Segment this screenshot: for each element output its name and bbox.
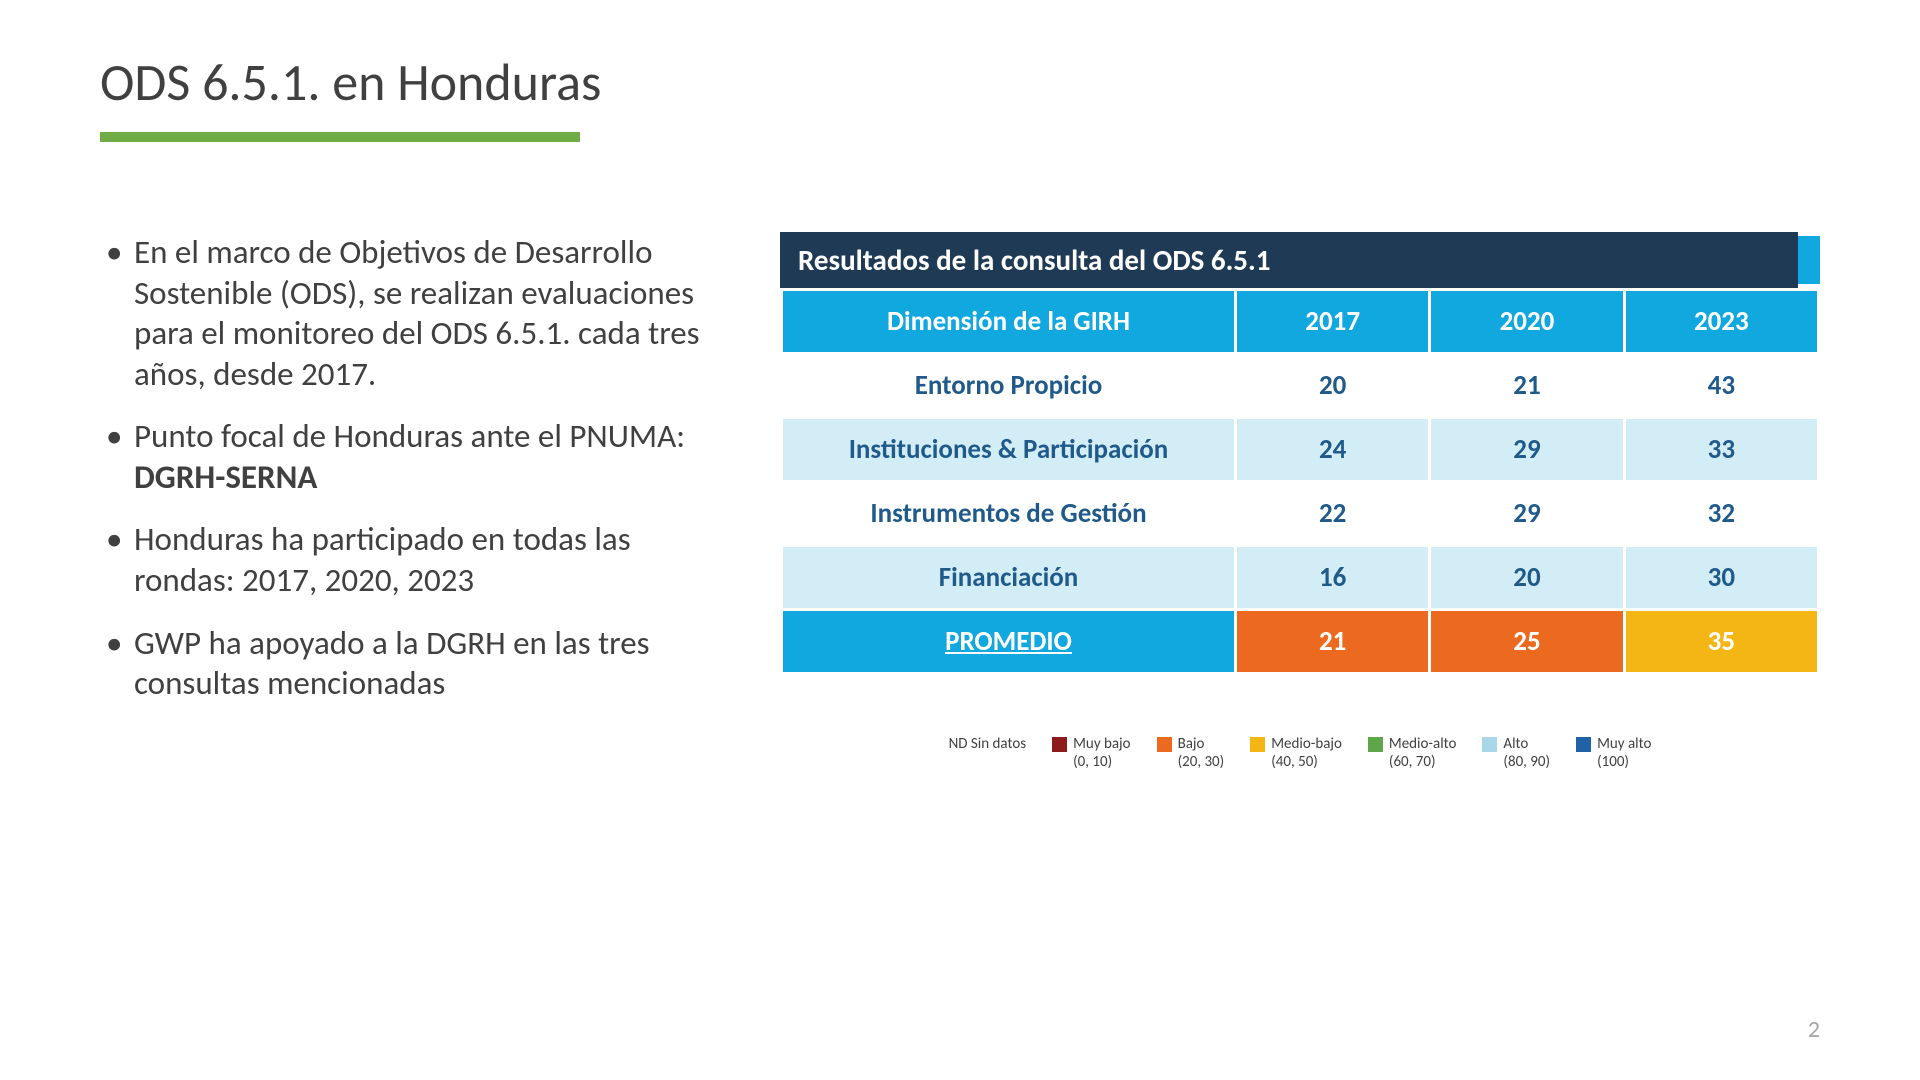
legend: ND Sin datos Muy bajo(0, 10) Bajo(20, 30) M… bbox=[780, 735, 1820, 771]
table-title-row: Resultados de la consulta del ODS 6.5.1 bbox=[780, 232, 1820, 288]
table-row: Instrumentos de Gestión222932 bbox=[783, 483, 1817, 544]
cell-value: 30 bbox=[1626, 547, 1817, 608]
legend-item: Bajo(20, 30) bbox=[1157, 735, 1225, 771]
table-row: Instituciones & Participación242933 bbox=[783, 419, 1817, 480]
legend-swatch bbox=[1368, 737, 1383, 752]
cell-value: 29 bbox=[1431, 483, 1622, 544]
legend-label: Alto(80, 90) bbox=[1503, 735, 1550, 771]
cell-value: 32 bbox=[1626, 483, 1817, 544]
cell-value: 24 bbox=[1237, 419, 1428, 480]
legend-label: Muy alto(100) bbox=[1597, 735, 1651, 771]
accent-bar bbox=[100, 132, 580, 142]
table-row: Financiación162030 bbox=[783, 547, 1817, 608]
bullet-column: En el marco de Objetivos de Desarrollo S… bbox=[100, 232, 720, 771]
page-number: 2 bbox=[1808, 1015, 1820, 1044]
bullet-item: GWP ha apoyado a la DGRH en las tres con… bbox=[100, 623, 720, 704]
legend-item: Medio-bajo(40, 50) bbox=[1250, 735, 1342, 771]
cell-value: 20 bbox=[1237, 355, 1428, 416]
table-column: Resultados de la consulta del ODS 6.5.1 … bbox=[780, 232, 1820, 771]
slide-title: ODS 6.5.1. en Honduras bbox=[100, 50, 1820, 114]
row-label: Financiación bbox=[783, 547, 1234, 608]
bullet-item: Punto focal de Honduras ante el PNUMA: D… bbox=[100, 416, 720, 497]
promedio-cell: 35 bbox=[1626, 611, 1817, 672]
legend-label: Medio-alto(60, 70) bbox=[1389, 735, 1457, 771]
row-label: Entorno Propicio bbox=[783, 355, 1234, 416]
promedio-label: PROMEDIO bbox=[783, 611, 1234, 672]
legend-swatch bbox=[1250, 737, 1265, 752]
legend-label: Muy bajo(0, 10) bbox=[1073, 735, 1130, 771]
results-table-container: Resultados de la consulta del ODS 6.5.1 … bbox=[780, 232, 1820, 675]
slide: ODS 6.5.1. en Honduras En el marco de Ob… bbox=[0, 0, 1920, 1080]
row-label: Instituciones & Participación bbox=[783, 419, 1234, 480]
cell-value: 29 bbox=[1431, 419, 1622, 480]
col-year: 2020 bbox=[1431, 291, 1622, 352]
legend-swatch bbox=[1482, 737, 1497, 752]
legend-swatch bbox=[1576, 737, 1591, 752]
cell-value: 21 bbox=[1431, 355, 1622, 416]
legend-item: Medio-alto(60, 70) bbox=[1368, 735, 1457, 771]
promedio-cell: 21 bbox=[1237, 611, 1428, 672]
col-year: 2023 bbox=[1626, 291, 1817, 352]
row-label: Instrumentos de Gestión bbox=[783, 483, 1234, 544]
col-year: 2017 bbox=[1237, 291, 1428, 352]
results-table: Dimensión de la GIRH201720202023Entorno … bbox=[780, 288, 1820, 675]
cell-value: 22 bbox=[1237, 483, 1428, 544]
cell-value: 16 bbox=[1237, 547, 1428, 608]
table-title: Resultados de la consulta del ODS 6.5.1 bbox=[780, 232, 1798, 288]
legend-item: Muy alto(100) bbox=[1576, 735, 1651, 771]
cell-value: 20 bbox=[1431, 547, 1622, 608]
legend-label: Bajo(20, 30) bbox=[1178, 735, 1225, 771]
legend-swatch bbox=[1157, 737, 1172, 752]
cell-value: 33 bbox=[1626, 419, 1817, 480]
table-title-cap bbox=[1798, 236, 1820, 284]
bullet-item: Honduras ha participado en todas las ron… bbox=[100, 519, 720, 600]
legend-item: Muy bajo(0, 10) bbox=[1052, 735, 1130, 771]
content-row: En el marco de Objetivos de Desarrollo S… bbox=[100, 232, 1820, 771]
promedio-cell: 25 bbox=[1431, 611, 1622, 672]
bullet-item: En el marco de Objetivos de Desarrollo S… bbox=[100, 232, 720, 394]
legend-nd: ND Sin datos bbox=[949, 735, 1027, 753]
legend-label: Medio-bajo(40, 50) bbox=[1271, 735, 1342, 771]
table-row-promedio: PROMEDIO212535 bbox=[783, 611, 1817, 672]
bullet-list: En el marco de Objetivos de Desarrollo S… bbox=[100, 232, 720, 704]
table-row: Entorno Propicio202143 bbox=[783, 355, 1817, 416]
legend-swatch bbox=[1052, 737, 1067, 752]
col-dimension: Dimensión de la GIRH bbox=[783, 291, 1234, 352]
cell-value: 43 bbox=[1626, 355, 1817, 416]
legend-item: Alto(80, 90) bbox=[1482, 735, 1550, 771]
